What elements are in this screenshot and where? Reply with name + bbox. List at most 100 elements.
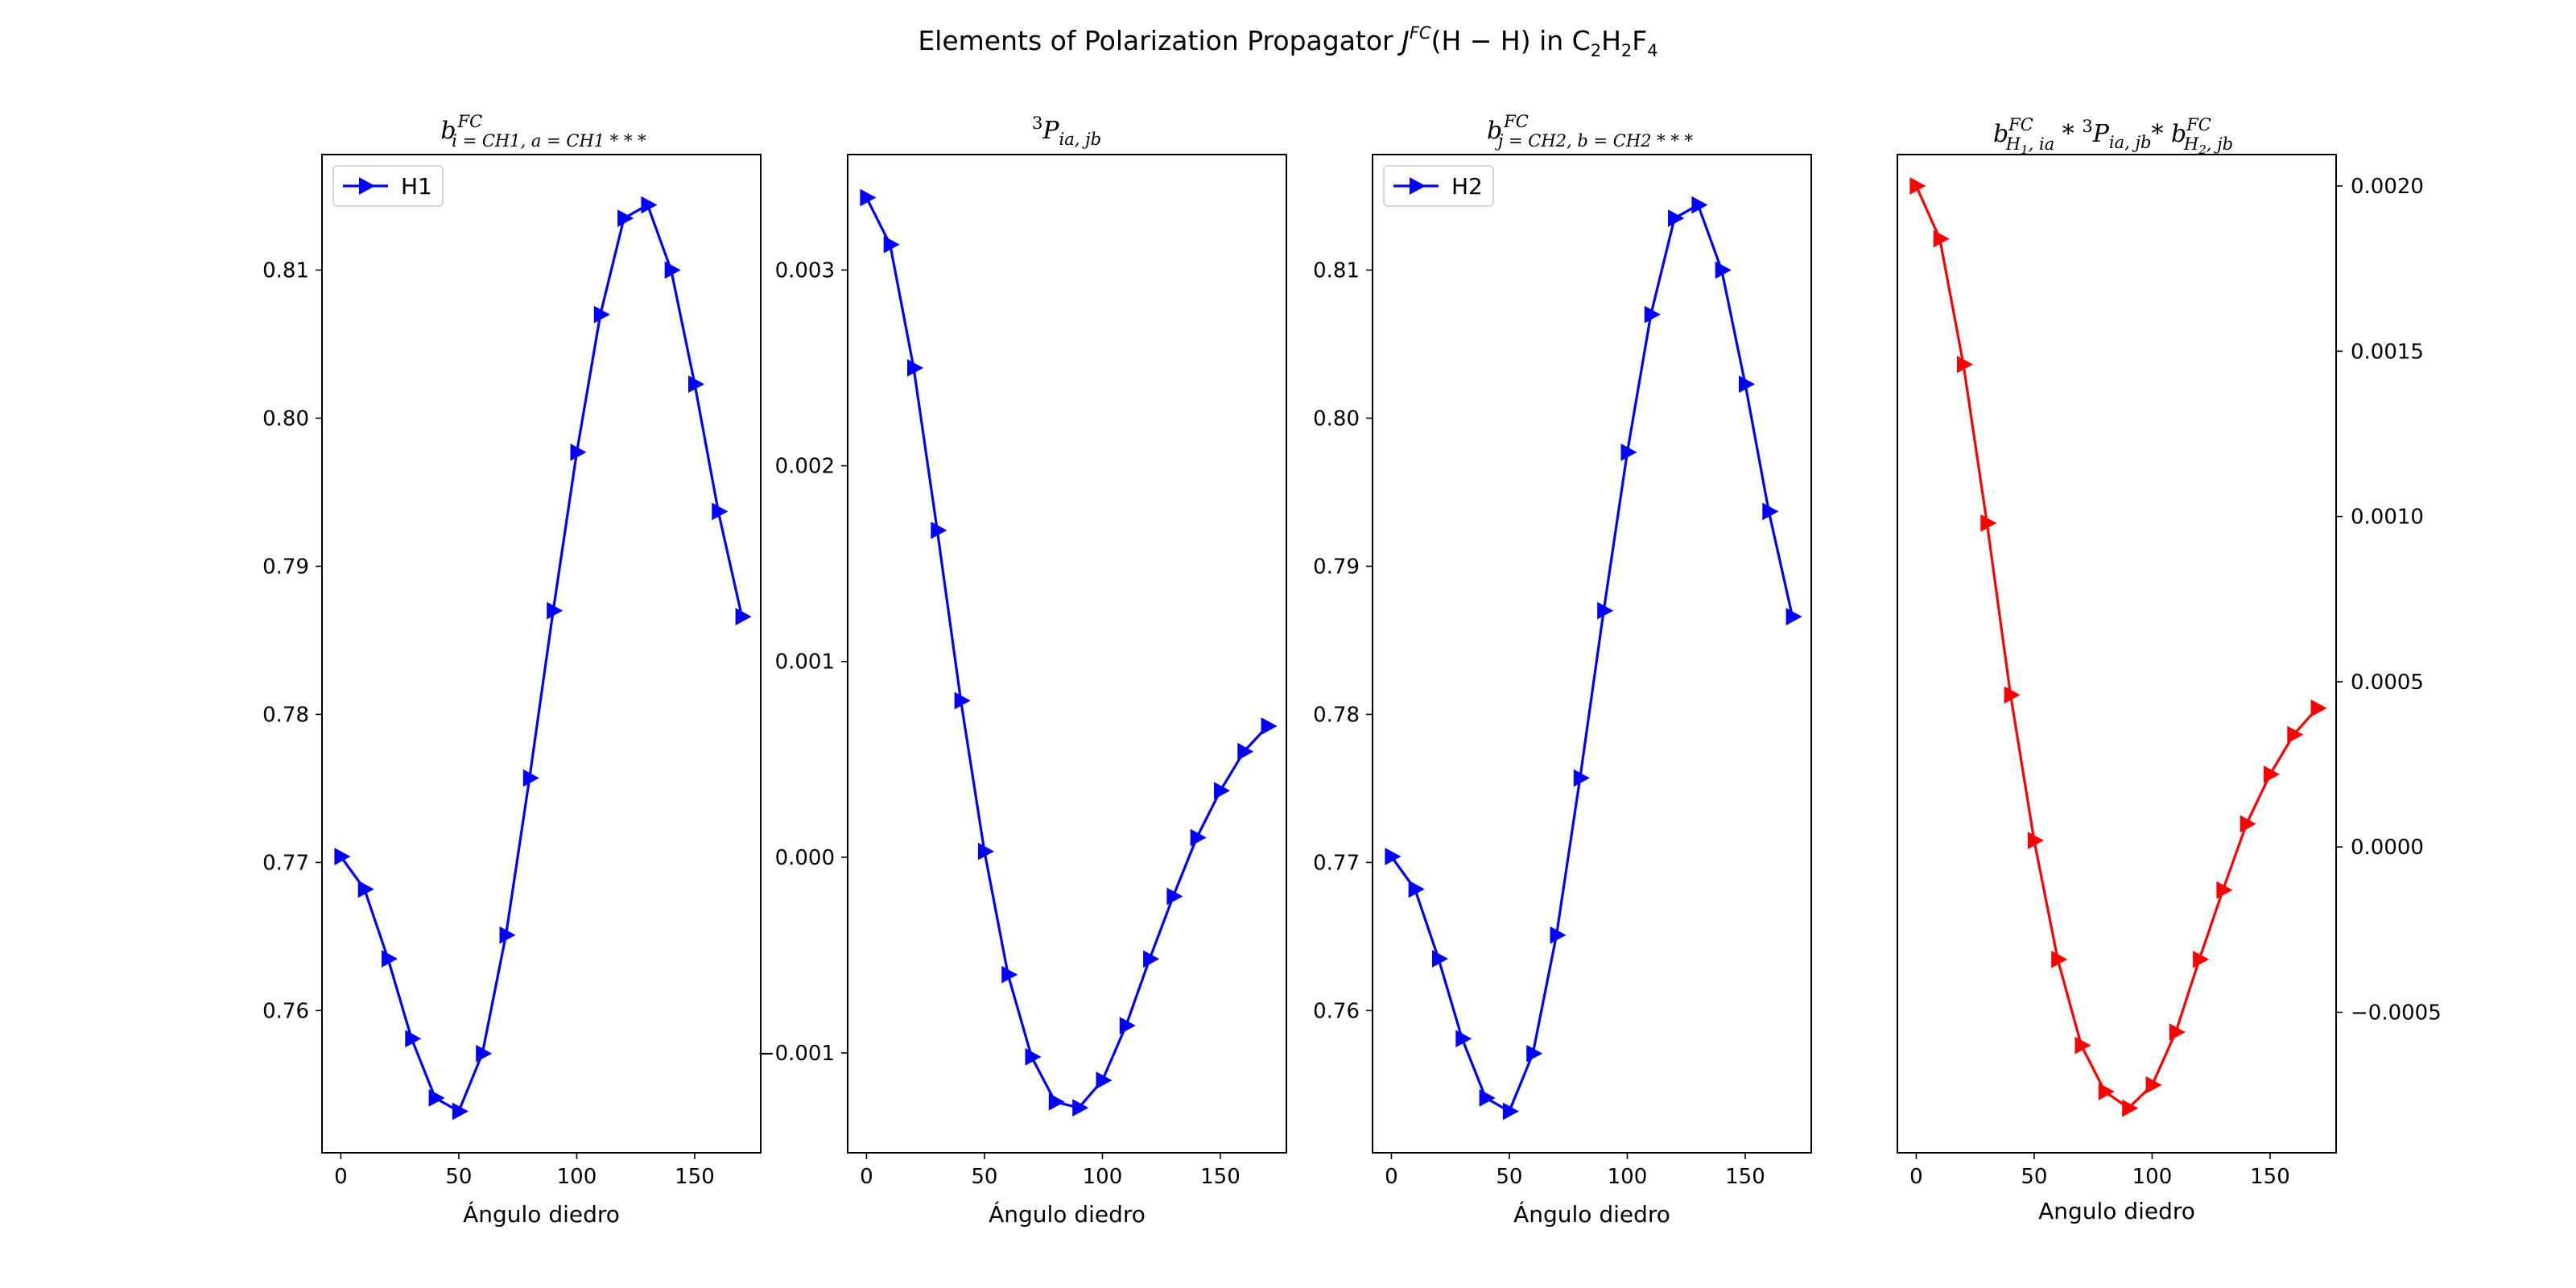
legend-label: H2 <box>1451 173 1483 200</box>
series-line <box>340 204 744 1113</box>
x-tick-label: 0 <box>1909 1165 1923 1189</box>
data-point <box>476 1044 493 1063</box>
y-tick-label: 0.78 <box>262 703 309 727</box>
data-point <box>2169 1023 2186 1041</box>
data-point <box>1072 1099 1089 1117</box>
legend-marker <box>359 177 376 195</box>
y-tick-label: 0.002 <box>775 455 835 479</box>
y-tick-label: 0.81 <box>1313 259 1360 283</box>
y-tick-label: 0.77 <box>1313 851 1360 875</box>
panel-2-title: 3Pia, jb <box>1032 114 1101 149</box>
x-tick-label: 50 <box>971 1165 997 1189</box>
data-point <box>382 950 398 968</box>
data-point <box>2240 815 2256 833</box>
data-point <box>1691 196 1708 214</box>
data-point <box>1455 1030 1472 1048</box>
y-tick-label: 0.81 <box>262 259 309 283</box>
data-point <box>1573 769 1590 787</box>
data-point <box>2122 1099 2139 1117</box>
x-tick-label: 150 <box>1200 1165 1241 1189</box>
data-point <box>860 188 877 207</box>
data-point <box>1644 305 1661 324</box>
data-point <box>1001 965 1018 984</box>
y-tick-label: 0.001 <box>775 650 835 675</box>
data-point <box>1214 782 1231 800</box>
data-point <box>452 1102 469 1121</box>
y-tick-label: 0.76 <box>262 999 309 1023</box>
y-tick-label: 0.003 <box>775 258 835 283</box>
x-tick-label: 100 <box>557 1165 597 1189</box>
y-tick-label: 0.79 <box>262 555 309 579</box>
x-tick-label: 0 <box>860 1165 873 1189</box>
data-point <box>1025 1048 1042 1066</box>
data-point <box>1190 828 1207 847</box>
x-tick-label: 150 <box>1725 1165 1765 1189</box>
data-point <box>907 359 924 377</box>
data-point <box>1762 502 1779 521</box>
data-point <box>712 502 729 521</box>
data-point <box>1785 608 1802 625</box>
data-point <box>1909 177 1926 195</box>
x-tick-label: 100 <box>1083 1165 1123 1189</box>
data-point <box>522 769 539 787</box>
panel-4-title: bFC H1, ia * 3Pia, jb* bFC H2, jb <box>1993 115 2233 157</box>
panel-4: 0 50 100 150 −0.0005 0.0000 0.0005 0.0010 0.0015… <box>1897 154 2442 1224</box>
y-tick-label: 0.0010 <box>2351 506 2424 530</box>
x-tick-label: 50 <box>445 1165 472 1189</box>
legend-marker <box>1410 177 1426 195</box>
x-tick-label: 100 <box>2132 1165 2173 1189</box>
y-tick-label: 0.80 <box>262 407 309 431</box>
data-point <box>1957 355 1974 374</box>
series-line <box>1390 204 1794 1113</box>
data-point <box>735 608 752 625</box>
y-tick-label: 0.0015 <box>2351 340 2424 364</box>
data-point <box>931 521 947 539</box>
data-point <box>2027 832 2044 849</box>
data-point <box>357 880 374 898</box>
x-axis-label: Angulo diedro <box>2038 1198 2195 1224</box>
panel-1: 0 50 100 150 0.76 0.77 0.78 0.79 0.80 0.81 Ángulo … <box>262 154 762 1228</box>
x-tick-label: 0 <box>1385 1165 1398 1189</box>
data-point <box>1119 1017 1136 1034</box>
y-tick-label: 0.76 <box>1313 999 1360 1023</box>
data-point <box>2051 950 2068 968</box>
data-point <box>1597 601 1614 620</box>
data-point <box>405 1030 422 1048</box>
data-point <box>2216 881 2233 899</box>
data-point <box>977 842 994 861</box>
x-axis-label: Ángulo diedro <box>1513 1200 1670 1228</box>
data-point <box>1668 209 1685 227</box>
x-tick-label: 150 <box>2250 1165 2290 1189</box>
data-point <box>2098 1083 2115 1100</box>
data-point <box>1237 742 1254 761</box>
data-point <box>2310 699 2327 717</box>
data-point <box>1715 261 1732 279</box>
x-tick-label: 150 <box>675 1165 715 1189</box>
data-point <box>334 848 351 865</box>
data-point <box>593 305 610 324</box>
y-tick-label: 0.0005 <box>2351 671 2424 695</box>
y-tick-label: 0.0000 <box>2351 836 2424 860</box>
data-point <box>617 209 634 227</box>
data-point <box>1739 375 1756 394</box>
data-point <box>664 261 681 279</box>
data-point <box>2074 1036 2091 1055</box>
data-point <box>2004 686 2021 704</box>
data-point <box>499 926 516 944</box>
data-point <box>1048 1092 1065 1111</box>
data-point <box>1166 887 1183 906</box>
y-tick-label: 0.0020 <box>2351 175 2424 199</box>
data-point <box>1550 926 1567 944</box>
data-point <box>1385 848 1402 865</box>
data-point <box>1408 880 1425 898</box>
data-point <box>2264 766 2281 783</box>
legend-label: H1 <box>401 173 432 200</box>
data-point <box>2145 1075 2162 1094</box>
panel-2: 0 50 100 150 −0.001 0.000 0.001 0.002 0.003 Ángul… <box>758 154 1287 1228</box>
y-tick-label: −0.0005 <box>2351 1001 2442 1025</box>
plot-frame <box>321 154 762 1154</box>
data-point <box>1526 1044 1543 1063</box>
data-point <box>2287 725 2304 744</box>
x-axis-label: Ángulo diedro <box>463 1200 620 1228</box>
data-point <box>1432 950 1449 968</box>
